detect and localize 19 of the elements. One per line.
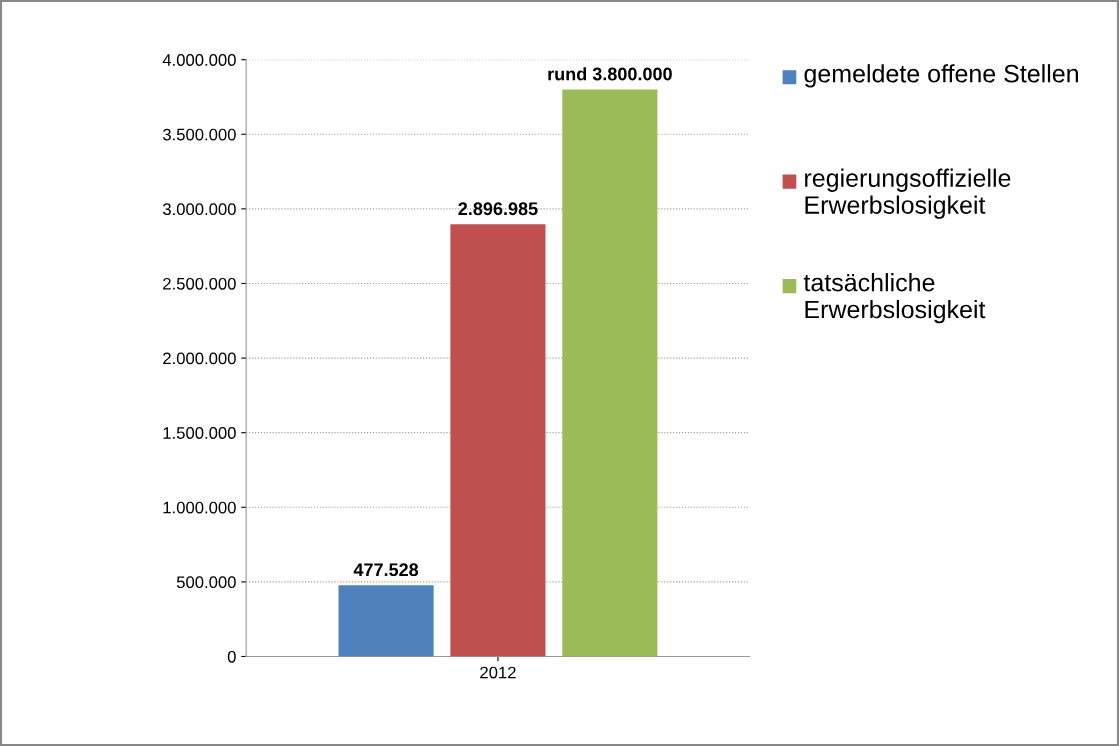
y-tick-label: 1.500.000 [163, 427, 236, 439]
data-label: 477.528 [353, 563, 419, 577]
bar [562, 89, 658, 657]
y-tick-label: 4.000.000 [162, 54, 236, 66]
data-label: rund 3.800.000 [548, 67, 672, 81]
legend-label: regierungsoffizielle Erwerbslosigkeit [805, 168, 1011, 219]
y-tick-label: 500.000 [176, 576, 236, 589]
y-tick-label: 2.500.000 [163, 277, 236, 290]
y-tick-label: 1.000.000 [163, 501, 236, 514]
bar [338, 585, 434, 657]
y-tick-label: 2.000.000 [163, 352, 236, 365]
legend-label: gemeldete offene Stellen [804, 64, 1078, 88]
y-tick-label: 0 [227, 650, 236, 663]
bar [450, 224, 546, 657]
y-tick-label: 3.500.000 [162, 128, 236, 141]
x-tick-label: 2012 [480, 666, 516, 679]
data-label: 2.896.985 [458, 202, 538, 216]
legend-label: tatsächliche Erwerbslosigkeit [803, 273, 986, 324]
y-tick-label: 3.000.000 [162, 203, 236, 216]
